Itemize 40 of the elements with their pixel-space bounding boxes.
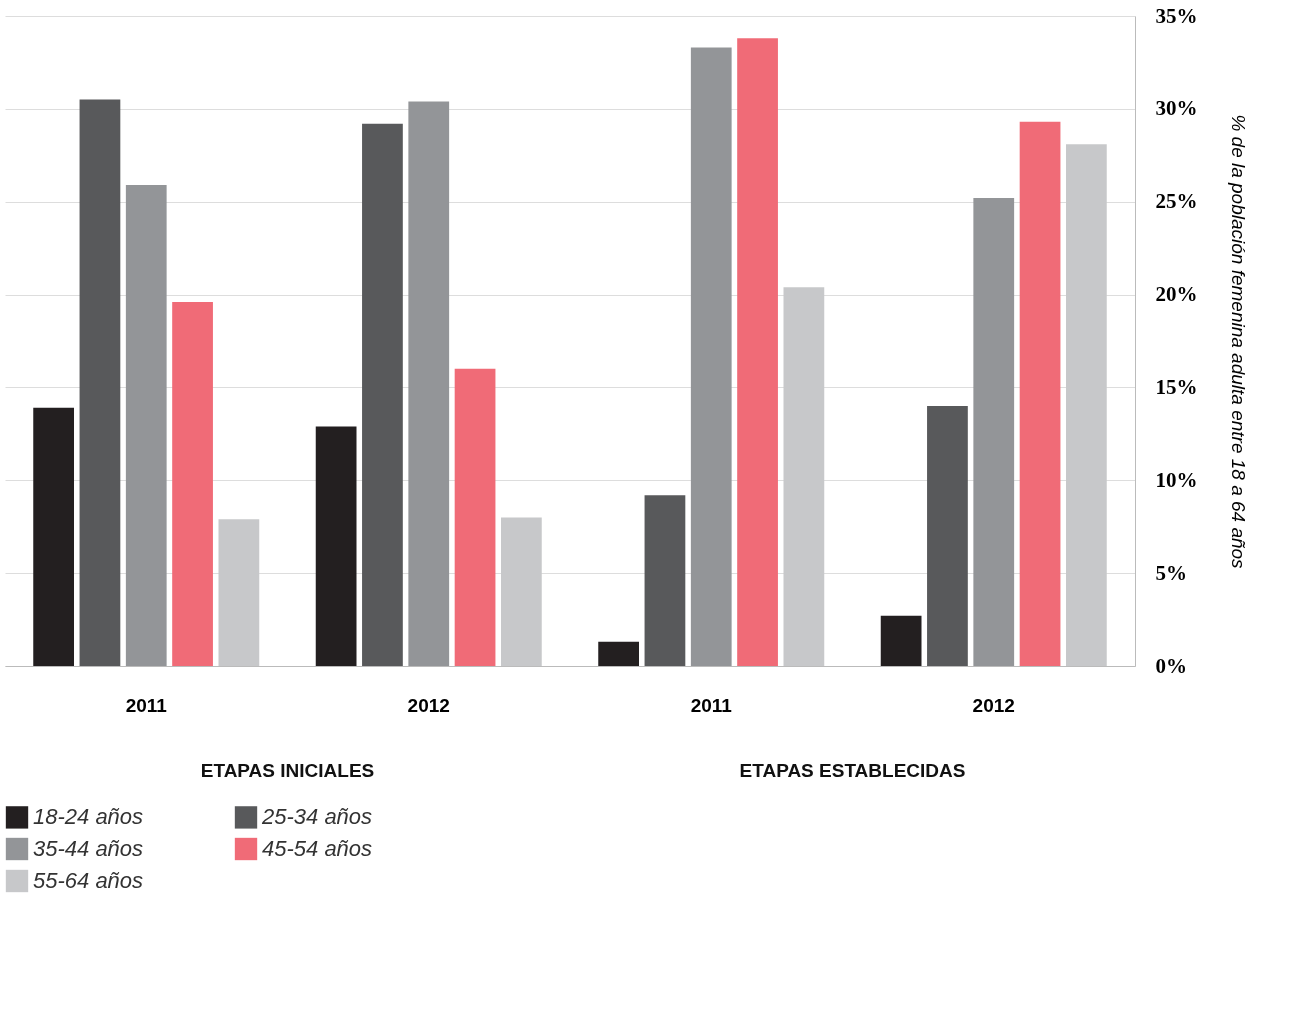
text: ETAPAS ESTABLECIDAS xyxy=(739,760,966,781)
y-tick-label: 15% xyxy=(1155,374,1198,399)
y-tick-label: 20% xyxy=(1155,282,1198,307)
y-tick-label: 10% xyxy=(1155,467,1198,492)
bar xyxy=(737,38,778,666)
bar xyxy=(880,615,922,666)
bar xyxy=(927,406,968,666)
bar xyxy=(408,101,450,666)
text: ETAPAS INICIALES xyxy=(200,760,375,781)
x-tick-label: 2011 xyxy=(125,694,168,716)
bar xyxy=(125,185,167,666)
y-tick-label: 35% xyxy=(1155,3,1198,28)
bar xyxy=(1019,121,1061,666)
bar xyxy=(501,517,542,666)
bar xyxy=(1066,144,1107,666)
legend-label: 35-44 años xyxy=(33,836,144,861)
bar xyxy=(644,495,686,666)
bar xyxy=(454,368,496,666)
bar xyxy=(783,287,825,666)
bar xyxy=(362,123,403,666)
x-tick-label: 2012 xyxy=(972,694,1015,716)
bar xyxy=(33,407,74,666)
legend-label: 45-54 años xyxy=(262,836,373,861)
y-axis-title: % de la población femenina adulta entre 18 a 64 años xyxy=(1227,114,1249,570)
bar xyxy=(598,641,639,666)
legend-label: 55-64 años xyxy=(33,868,144,893)
y-tick-label: 0% xyxy=(1155,653,1187,678)
legend-label: 25-34 años xyxy=(261,804,373,830)
y-tick-label: 30% xyxy=(1155,96,1198,121)
x-tick-label: 2012 xyxy=(407,694,450,716)
bar xyxy=(690,47,732,666)
bar xyxy=(973,198,1015,666)
bar xyxy=(218,519,260,666)
y-tick-label: 25% xyxy=(1155,189,1198,214)
bar xyxy=(79,99,121,666)
bar xyxy=(315,426,357,666)
y-tick-label: 5% xyxy=(1155,560,1187,585)
legend-label: 18-24 años xyxy=(33,804,144,830)
x-tick-label: 2011 xyxy=(690,694,733,716)
bar xyxy=(172,302,213,666)
